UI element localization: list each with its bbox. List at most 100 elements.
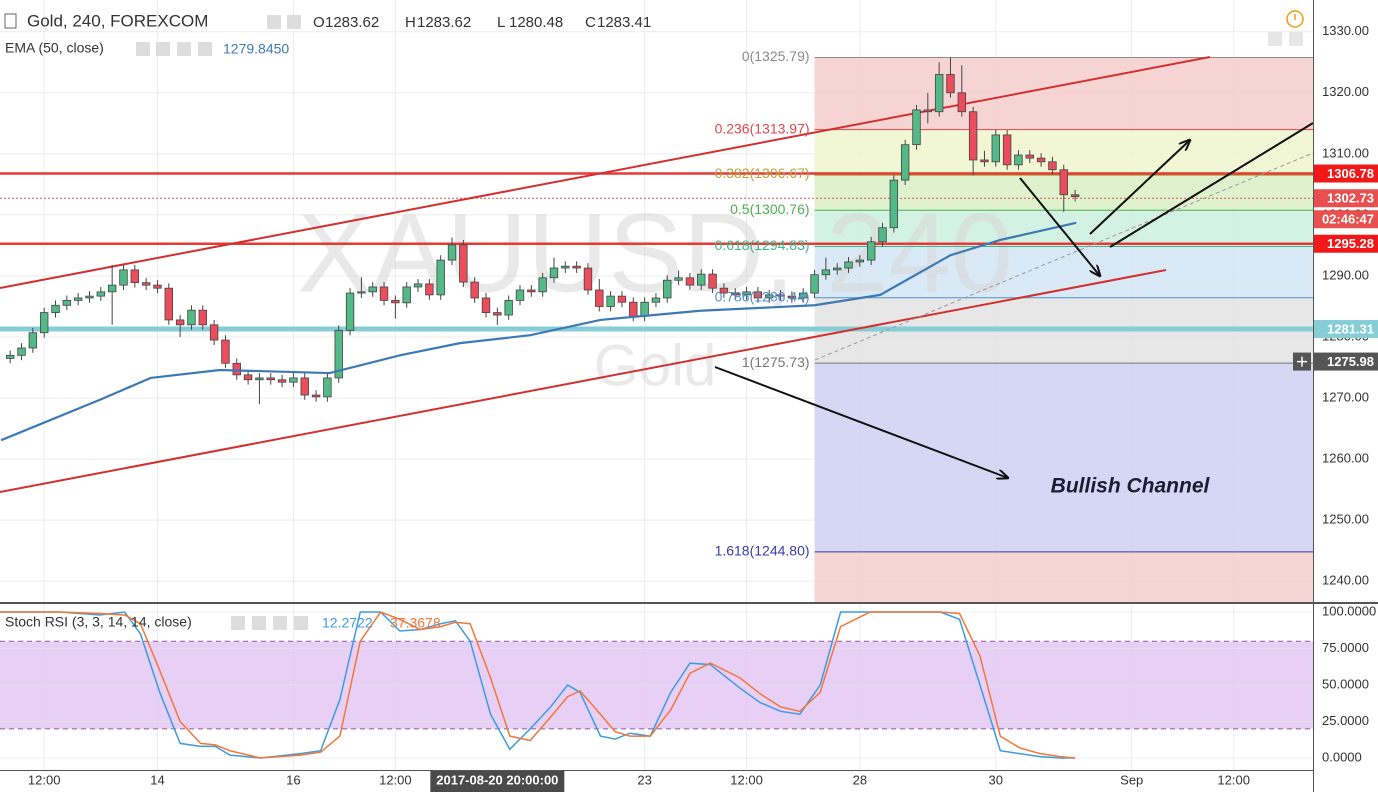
candle-body xyxy=(28,332,38,349)
candle-body xyxy=(379,286,389,301)
candle-body xyxy=(96,291,106,297)
candle-body xyxy=(549,267,559,279)
arrow-drawings xyxy=(714,122,1314,478)
fib-zone xyxy=(814,551,1313,602)
candle-body xyxy=(697,273,706,286)
price-axis-bg xyxy=(1313,0,1378,792)
legend-value: 12.2722 xyxy=(322,615,373,631)
candle-body xyxy=(787,295,797,299)
fib-label: 1.618(1244.80) xyxy=(715,543,810,559)
candle-body xyxy=(968,111,978,161)
candle-body xyxy=(674,277,683,281)
candle-body xyxy=(934,74,944,113)
legend-key: H xyxy=(405,14,416,31)
fib-label: 0(1325.79) xyxy=(742,48,810,64)
legend-key: L xyxy=(497,14,505,31)
candle-body xyxy=(17,347,26,356)
candle-body xyxy=(719,287,729,294)
candle-body xyxy=(663,279,672,299)
price-tag-label: 1275.98 xyxy=(1327,354,1374,369)
candle-body xyxy=(459,244,468,283)
x-tick-label: 12:00 xyxy=(28,772,61,787)
candle-body xyxy=(515,289,525,301)
settings-icon[interactable] xyxy=(267,15,281,29)
candle-body xyxy=(685,277,695,286)
fib-label: 1(1275.73) xyxy=(742,354,810,370)
collapse-icon[interactable] xyxy=(4,13,17,29)
price-tag-label: 1281.31 xyxy=(1327,321,1374,336)
y-tick-label: 1290.00 xyxy=(1322,267,1369,282)
marks-layer xyxy=(0,57,1080,759)
price-tag xyxy=(1314,164,1378,183)
candle-body xyxy=(175,319,185,326)
fib-label: 0.618(1294.83) xyxy=(715,237,810,253)
price-tag xyxy=(1314,189,1378,208)
candle-body xyxy=(255,377,264,381)
candle-body xyxy=(107,284,117,293)
candle-body xyxy=(900,144,910,181)
candle-body xyxy=(425,283,434,296)
x-tick-label: 28 xyxy=(853,772,867,787)
candle-body xyxy=(855,259,865,263)
settings-icon[interactable] xyxy=(177,42,191,56)
arrow xyxy=(1109,122,1314,248)
candle-body xyxy=(1048,161,1057,171)
x-tick-label: 14 xyxy=(150,772,164,787)
settings-icon[interactable] xyxy=(198,42,212,56)
legend-key: O xyxy=(313,14,325,31)
candle-body xyxy=(62,299,72,306)
scroll-icon[interactable] xyxy=(1268,32,1282,46)
fib-label: 0.786(1286.44) xyxy=(715,288,810,304)
settings-icon[interactable] xyxy=(156,42,170,56)
countdown: 02:46:47 xyxy=(1322,212,1374,227)
channel-lower xyxy=(0,269,1167,493)
candle-body xyxy=(583,267,593,291)
candle-body xyxy=(1070,194,1080,197)
candle-body xyxy=(957,92,967,113)
price-tag xyxy=(1314,320,1378,339)
candle-body xyxy=(912,109,921,146)
y-tick-label: 50.0000 xyxy=(1322,676,1369,691)
candle-body xyxy=(923,109,933,113)
indicator-title: Stoch RSI (3, 3, 14, 14, close) xyxy=(5,614,192,630)
candle-body xyxy=(1014,154,1023,166)
legend-key: C xyxy=(585,14,596,31)
candle-body xyxy=(119,269,128,286)
x-tick-label: Sep xyxy=(1120,772,1143,787)
price-tag xyxy=(1314,352,1378,371)
x-tick-label: 30 xyxy=(989,772,1003,787)
y-tick-label: 1240.00 xyxy=(1322,573,1369,588)
legend-value: 1283.41 xyxy=(597,14,651,31)
x-tick-label: 12:00 xyxy=(730,772,763,787)
candle-body xyxy=(866,241,876,261)
candle-body xyxy=(266,377,275,381)
candle-body xyxy=(357,291,366,294)
alert-icon[interactable] xyxy=(1286,10,1304,28)
y-tick-label: 25.0000 xyxy=(1322,713,1369,728)
fib-zone xyxy=(814,363,1313,552)
y-tick-label: 1270.00 xyxy=(1322,390,1369,405)
candle-body xyxy=(198,309,207,326)
candle-body xyxy=(731,292,740,296)
settings-icon[interactable] xyxy=(231,616,245,630)
settings-icon[interactable] xyxy=(252,616,266,630)
candle-body xyxy=(651,297,661,303)
settings-icon[interactable] xyxy=(136,42,150,56)
y-tick-label: 1330.00 xyxy=(1322,23,1369,38)
candle-body xyxy=(572,265,581,269)
fib-label: 0.382(1306.67) xyxy=(715,165,810,181)
candle-body xyxy=(617,295,627,303)
candle-body xyxy=(345,292,355,331)
settings-icon[interactable] xyxy=(287,15,301,29)
candle-body xyxy=(402,286,411,304)
price-tag xyxy=(1314,234,1378,253)
candle-body xyxy=(447,244,457,261)
settings-icon[interactable] xyxy=(294,616,308,630)
legend-value: 1283.62 xyxy=(325,14,379,31)
fib-label: 0.236(1313.97) xyxy=(715,120,810,136)
settings-icon[interactable] xyxy=(273,616,287,630)
candle-body xyxy=(504,299,513,316)
scroll-icon[interactable] xyxy=(1289,32,1303,46)
indicator-value: 1279.8450 xyxy=(223,41,289,57)
